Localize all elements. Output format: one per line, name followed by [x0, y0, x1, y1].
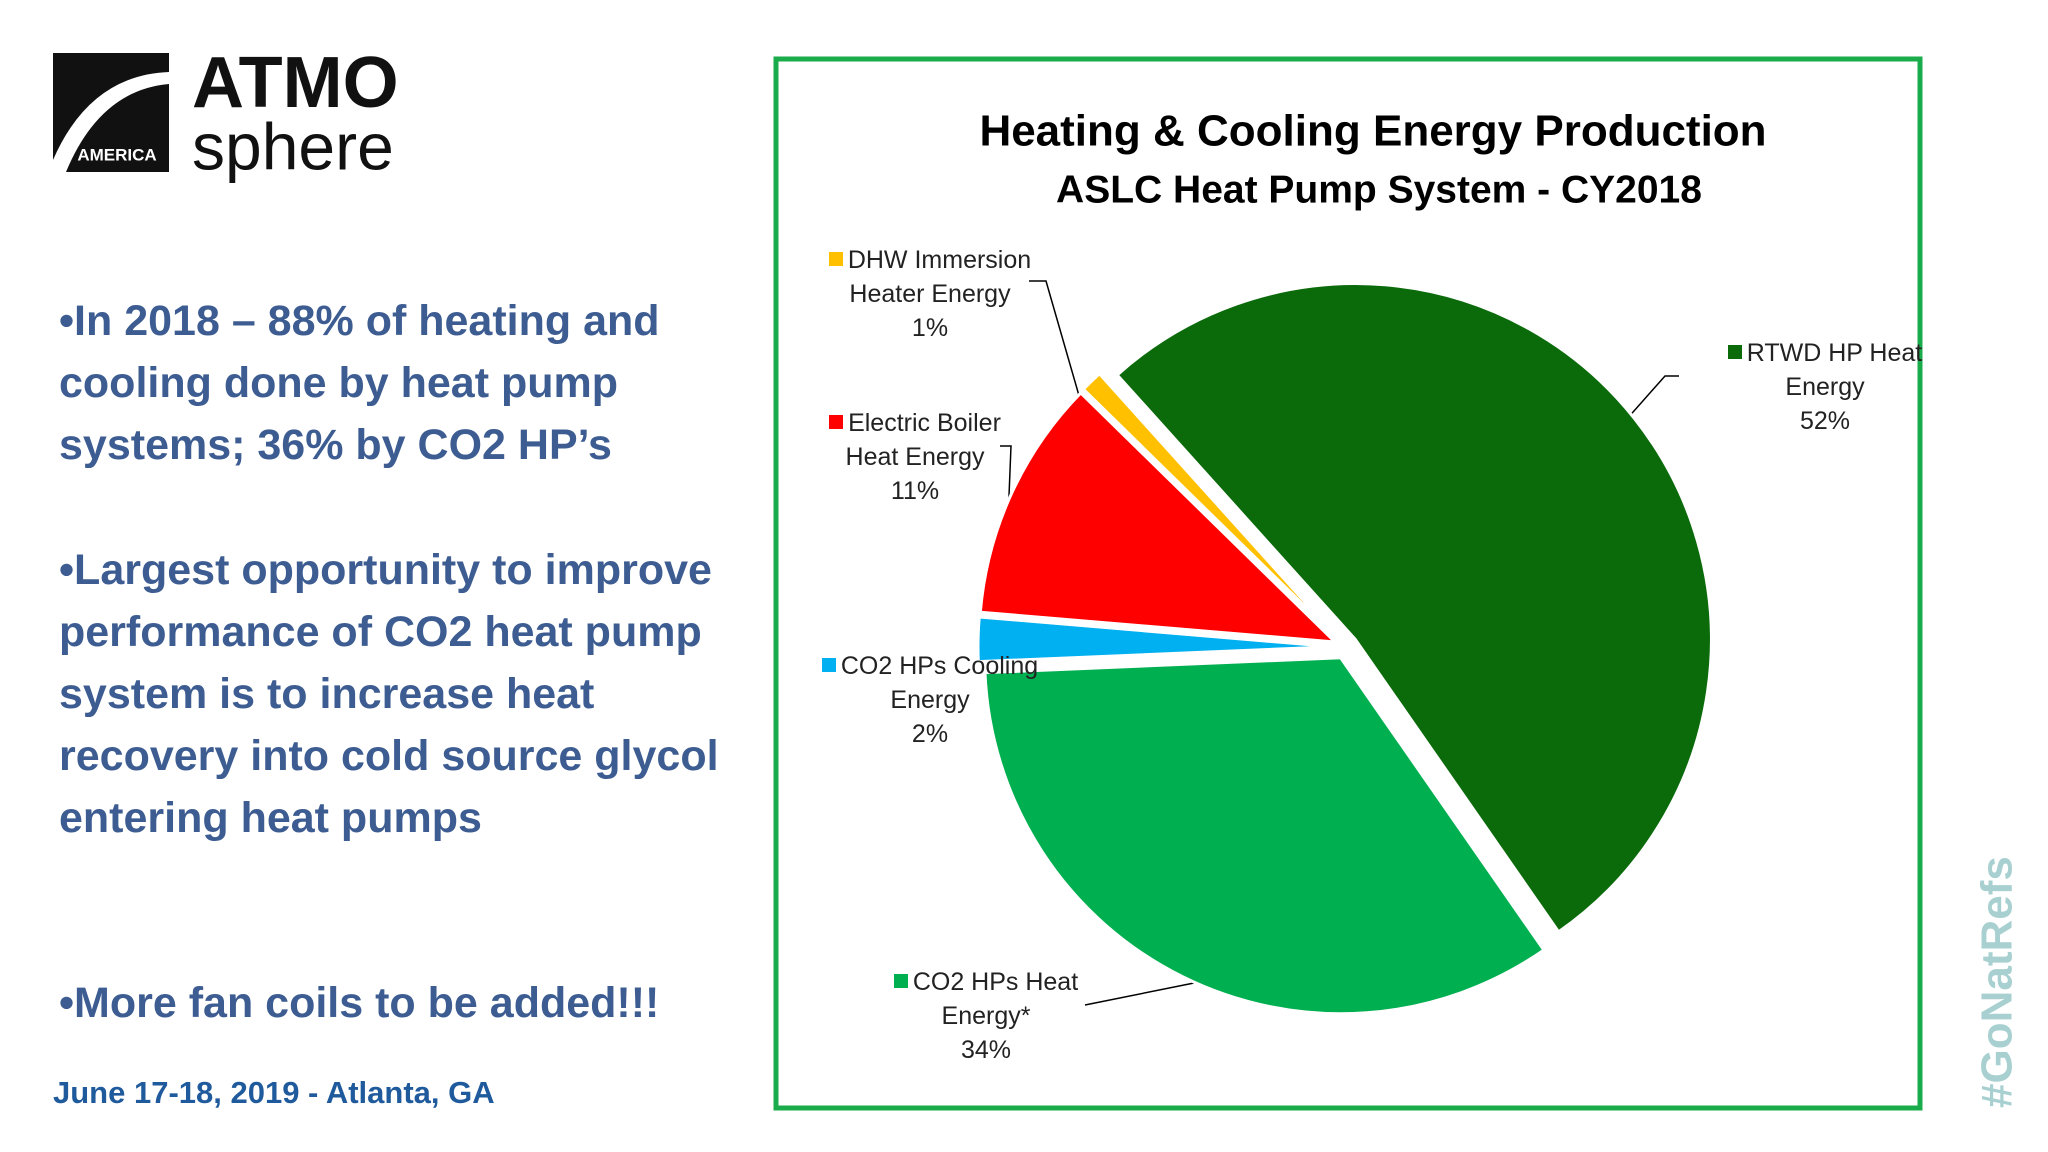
data-label: CO2 HPs Cooling Energy 2% — [810, 649, 1050, 751]
bullet: •In 2018 – 88% of heating and cooling do… — [59, 297, 660, 469]
leader-line — [1084, 982, 1195, 1006]
legend-swatch — [828, 252, 843, 266]
logo-badge: AMERICA — [77, 145, 156, 164]
value-label: 34% — [960, 1036, 1012, 1064]
data-label: RTWD HP Heat Energy 52% — [1715, 336, 1935, 438]
pie-slice — [1115, 282, 1713, 934]
category-label: DHW Immersion Heater Energy — [847, 246, 1032, 308]
category-label: CO2 HPs Cooling Energy — [840, 652, 1039, 714]
value-label: 52% — [1799, 407, 1851, 435]
legend-swatch — [1727, 345, 1742, 359]
bullet: •Largest opportunity to improve performa… — [59, 546, 719, 842]
category-label: CO2 HPs Heat Energy* — [912, 968, 1079, 1030]
data-label: DHW Immersion Heater Energy 1% — [818, 243, 1043, 345]
leader-line — [1029, 280, 1083, 407]
category-label: RTWD HP Heat Energy — [1746, 339, 1923, 401]
hashtag: #GoNatRefs — [1973, 856, 2022, 1108]
pie-slice — [983, 656, 1546, 1016]
chart-subtitle: ASLC Heat Pump System - CY2018 — [1056, 168, 1702, 211]
legend-swatch — [893, 974, 908, 988]
data-label: CO2 HPs Heat Energy* 34% — [884, 965, 1089, 1067]
logo-top: ATMO — [192, 43, 399, 123]
bullet: •More fan coils to be added!!! — [59, 979, 660, 1027]
legend-swatch — [829, 415, 844, 429]
category-label: Electric Boiler Heat Energy — [845, 409, 1001, 471]
leader-line — [1625, 375, 1679, 421]
value-label: 11% — [890, 477, 940, 505]
footer: June 17-18, 2019 - Atlanta, GA — [53, 1075, 495, 1110]
value-label: 2% — [911, 720, 949, 748]
logo-arc — [53, 72, 169, 172]
chart-border — [773, 56, 1923, 1111]
pie-slice — [978, 390, 1340, 644]
data-label: Electric Boiler Heat Energy 11% — [805, 406, 1025, 508]
logo-bottom: sphere — [192, 109, 394, 183]
value-label: 1% — [911, 314, 949, 342]
pie-slice — [976, 615, 1335, 664]
pie-slice — [1081, 371, 1339, 640]
chart-title: Heating & Cooling Energy Production — [979, 107, 1766, 156]
legend-swatch — [821, 658, 836, 672]
